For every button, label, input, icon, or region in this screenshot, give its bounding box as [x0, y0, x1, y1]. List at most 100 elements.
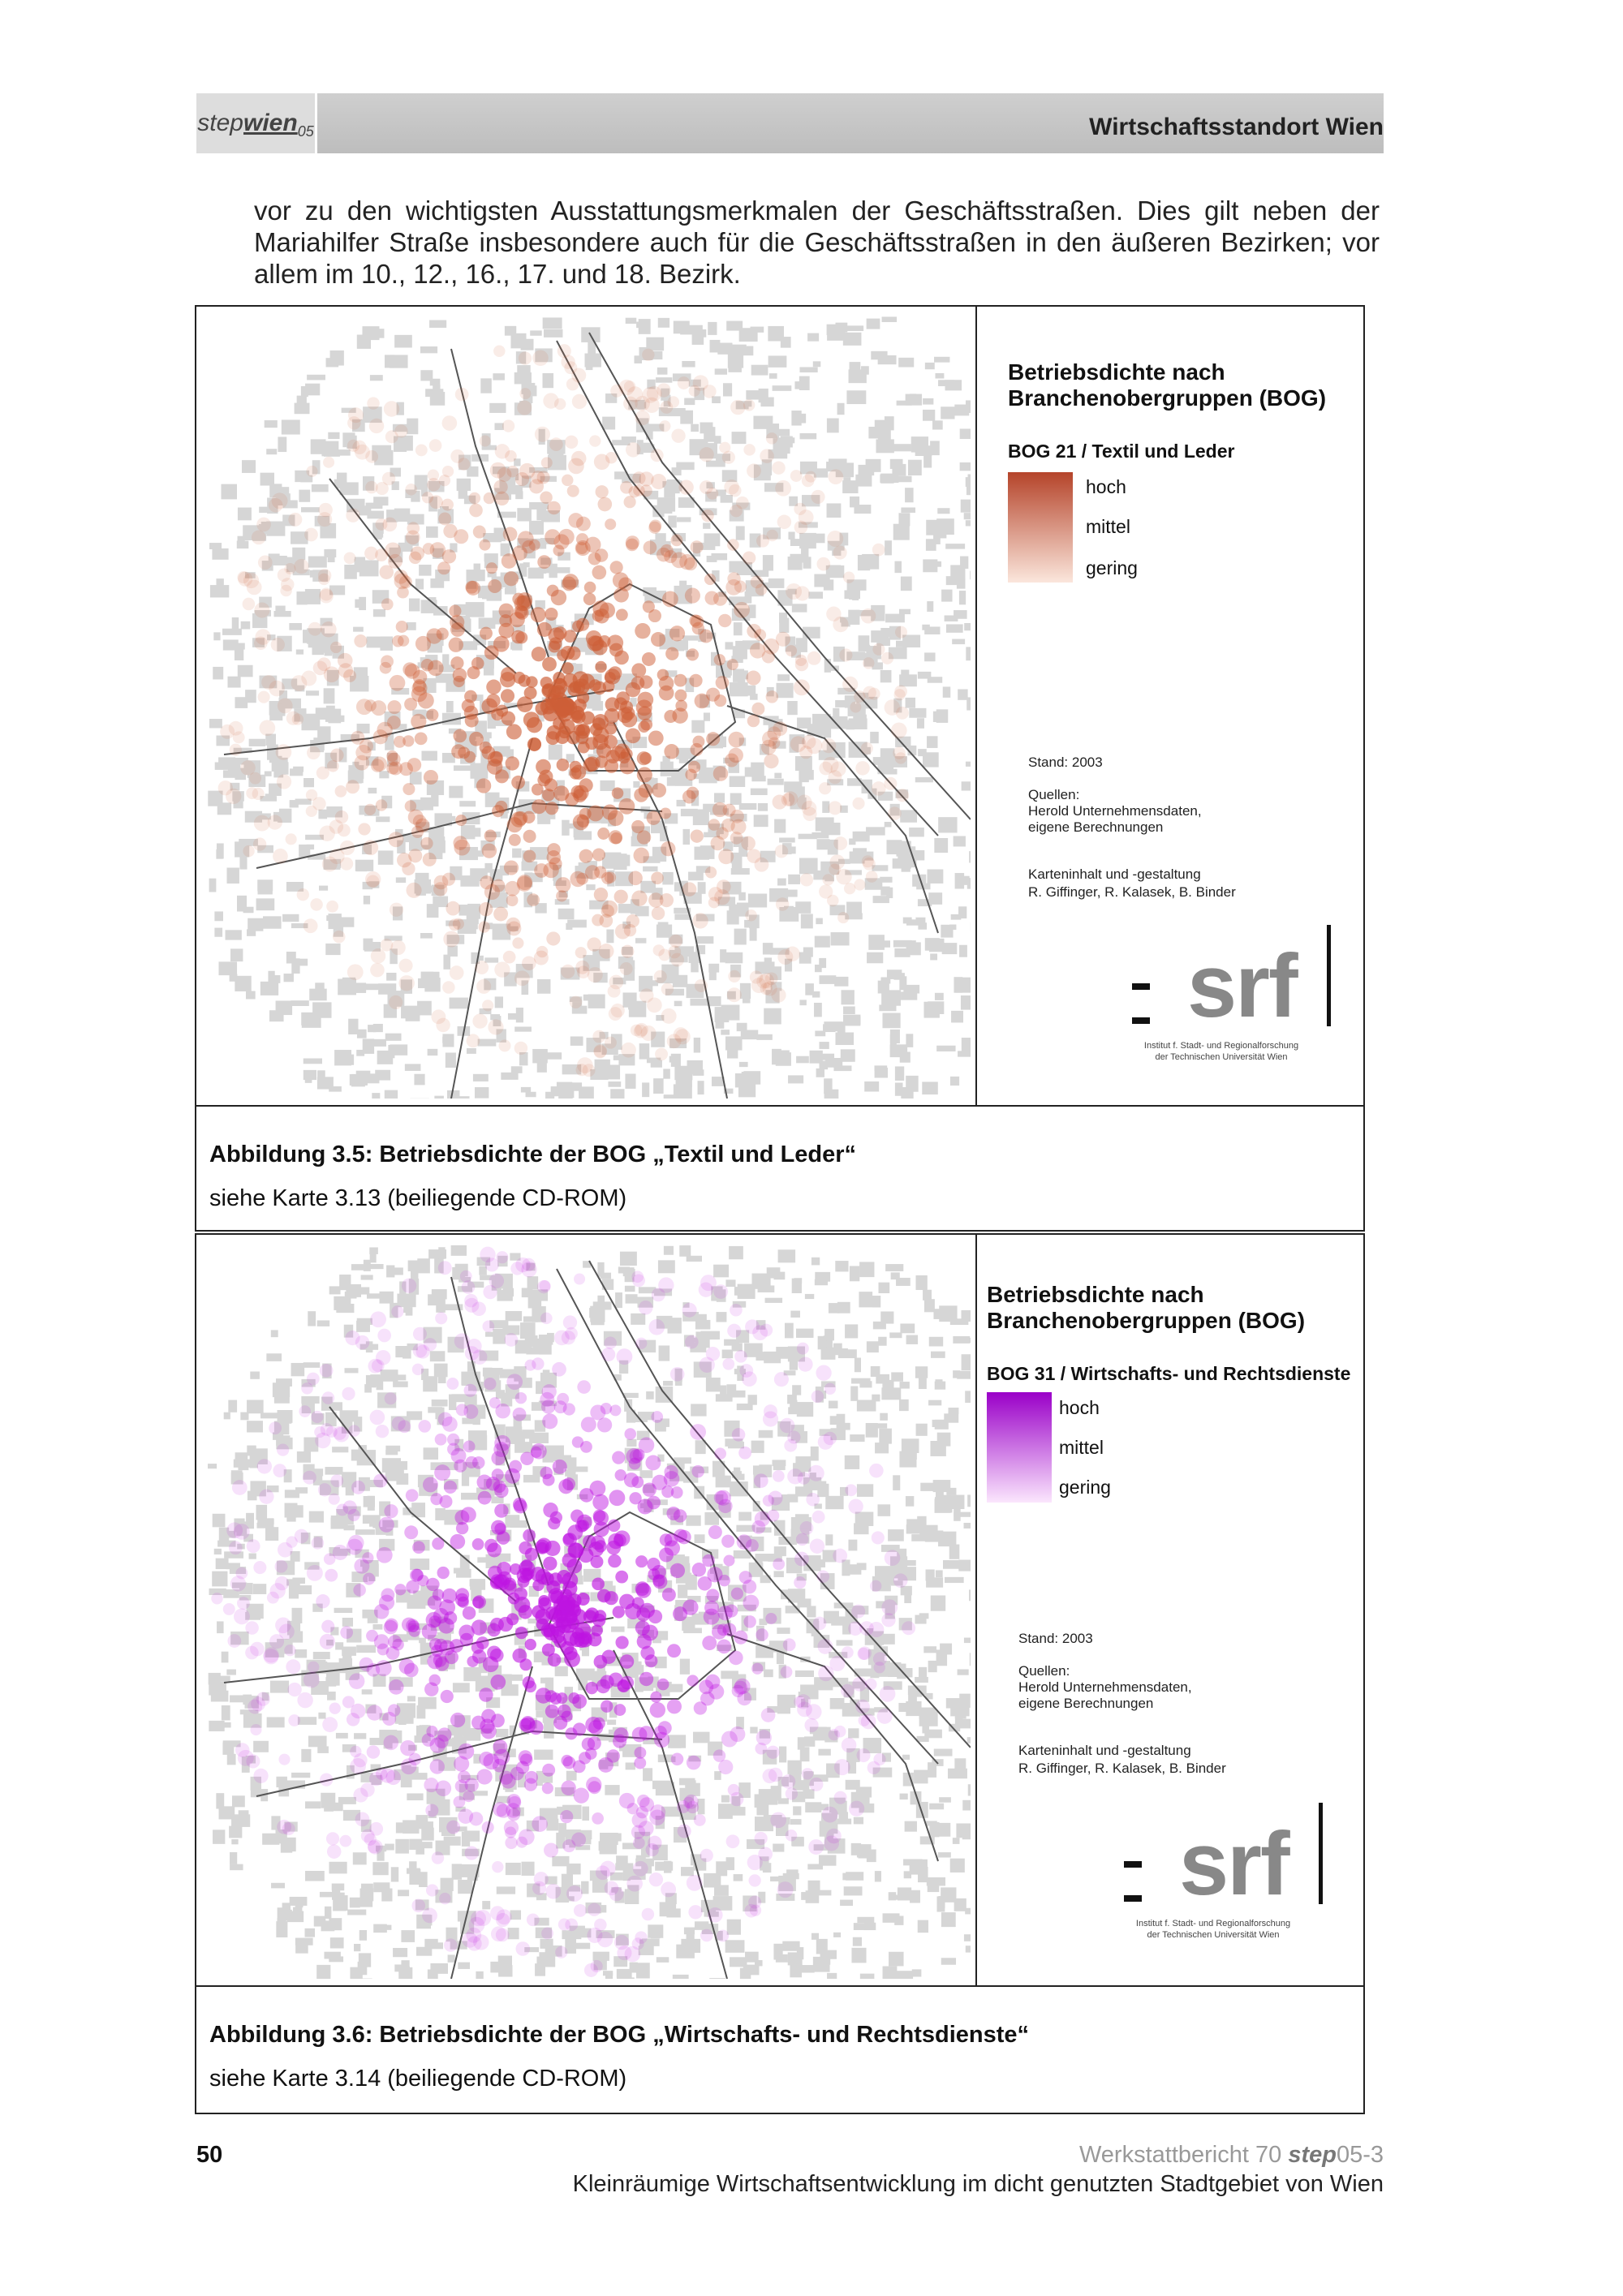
city-block [433, 896, 449, 908]
density-dot [342, 1500, 357, 1515]
density-dot [550, 1590, 564, 1604]
density-dot [595, 1865, 610, 1881]
density-dot [515, 631, 528, 644]
density-dot [631, 1937, 644, 1950]
density-dot [547, 501, 561, 515]
density-dot [287, 1682, 302, 1697]
density-dot [777, 1881, 794, 1898]
city-block [888, 1892, 897, 1901]
density-dot [679, 553, 695, 570]
density-dot [516, 1761, 530, 1774]
city-block [359, 805, 377, 815]
city-block [787, 701, 798, 716]
city-block [693, 441, 707, 450]
city-block [458, 486, 468, 499]
city-block [777, 1627, 790, 1634]
city-block [420, 1655, 428, 1665]
city-block [355, 1529, 375, 1535]
city-block [705, 1377, 721, 1392]
density-dot [423, 769, 438, 785]
density-dot [316, 1594, 330, 1609]
city-block [286, 951, 296, 964]
density-dot [479, 435, 491, 447]
city-block [662, 871, 674, 885]
city-block [881, 1545, 900, 1552]
city-block [644, 883, 654, 893]
city-block [685, 325, 703, 333]
density-dot [411, 713, 427, 729]
density-dot [857, 1647, 870, 1660]
city-block [387, 991, 405, 1007]
density-dot [365, 480, 378, 494]
city-block [654, 1420, 666, 1432]
density-dot [274, 1559, 288, 1573]
city-block [315, 982, 325, 992]
city-block [905, 488, 914, 503]
density-dot [749, 970, 764, 984]
density-dot [455, 1404, 468, 1417]
density-dot [688, 1905, 703, 1920]
city-block [365, 502, 383, 510]
density-dot [743, 1594, 760, 1611]
density-dot [220, 724, 235, 739]
city-block [480, 732, 492, 739]
density-dot [321, 856, 338, 872]
density-dot [725, 579, 742, 595]
density-dot [797, 794, 812, 810]
city-block [903, 984, 920, 994]
density-dot [245, 1621, 259, 1635]
density-dot [664, 1540, 681, 1556]
city-block [802, 495, 820, 507]
density-dot [582, 1064, 596, 1077]
city-block [525, 385, 537, 397]
density-dot [570, 450, 587, 467]
density-dot [669, 934, 683, 948]
density-dot [305, 805, 317, 817]
density-dot [698, 1282, 714, 1297]
city-block [678, 753, 688, 763]
density-dot [251, 1696, 266, 1712]
density-dot [255, 629, 271, 645]
density-dot [250, 1724, 262, 1736]
density-dot [660, 401, 674, 414]
density-dot [747, 623, 761, 638]
city-block [763, 1607, 781, 1624]
road-line [556, 340, 939, 836]
city-block [777, 428, 790, 436]
density-dot [319, 1363, 334, 1378]
city-block [674, 1605, 683, 1621]
city-block [870, 731, 879, 744]
city-block [281, 419, 300, 435]
city-block [521, 1724, 530, 1735]
density-dot [712, 766, 729, 781]
city-block [942, 686, 951, 698]
city-block [874, 1068, 889, 1078]
city-block [470, 763, 489, 779]
city-block [820, 1347, 836, 1360]
city-block [329, 1547, 340, 1553]
density-dot [473, 1934, 489, 1950]
density-dot [450, 614, 465, 630]
city-block [856, 1563, 867, 1571]
city-block [245, 991, 256, 1000]
city-block [635, 938, 647, 944]
city-block [536, 1893, 547, 1901]
city-block [380, 636, 393, 651]
city-block [732, 502, 751, 510]
city-block [354, 1899, 373, 1907]
city-block [795, 901, 812, 914]
legend-title: Branchenobergruppen (BOG) [1008, 385, 1327, 411]
city-block [459, 801, 476, 807]
city-block [932, 420, 943, 430]
density-dot [385, 1618, 398, 1632]
city-block [859, 1973, 875, 1979]
city-block [864, 878, 883, 890]
density-dot [381, 598, 394, 611]
density-dot [450, 656, 464, 670]
city-block [420, 971, 433, 988]
density-dot [481, 843, 497, 858]
city-block [821, 1381, 836, 1387]
city-block [933, 530, 941, 544]
city-block [501, 1072, 519, 1080]
city-block [286, 881, 304, 892]
